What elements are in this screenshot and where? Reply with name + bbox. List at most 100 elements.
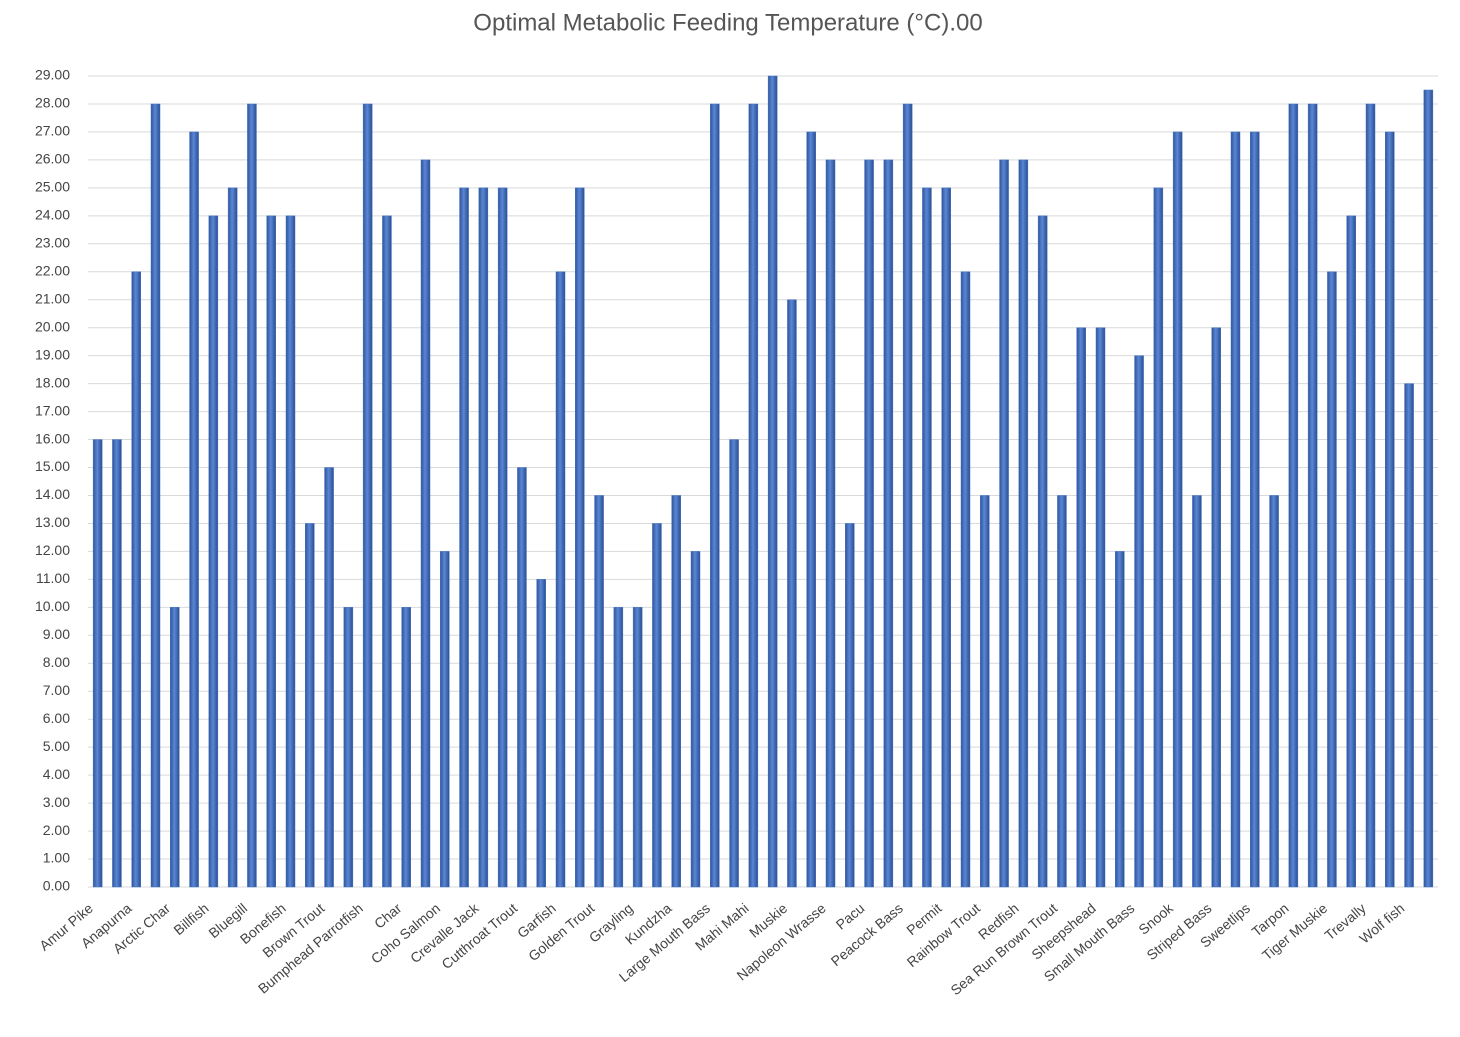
y-tick-label: 12.00 [35, 542, 70, 558]
bar [1192, 495, 1202, 888]
bar [459, 187, 469, 888]
bar [671, 495, 681, 888]
y-tick-label: 16.00 [35, 430, 70, 446]
bar [729, 439, 739, 888]
bar [440, 551, 450, 888]
bar [1057, 495, 1067, 888]
bar [748, 103, 759, 888]
y-tick-label: 28.00 [35, 95, 70, 111]
bar [382, 215, 392, 888]
bar [1404, 383, 1414, 888]
bar [1307, 103, 1318, 888]
bar [1250, 131, 1260, 888]
bar [266, 215, 276, 888]
bar [825, 159, 836, 888]
bar [1423, 89, 1434, 888]
bar [864, 159, 874, 888]
bar [594, 495, 604, 888]
bar [575, 187, 585, 888]
bar [305, 523, 315, 888]
bar [1153, 187, 1164, 888]
y-tick-label: 10.00 [35, 598, 70, 614]
y-tick-label: 19.00 [35, 346, 70, 362]
bar [613, 607, 624, 888]
y-tick-label: 6.00 [43, 710, 70, 726]
bar [150, 103, 161, 888]
y-tick-label: 8.00 [43, 654, 70, 670]
bar [980, 495, 990, 888]
bar [131, 271, 141, 888]
bar [536, 579, 546, 888]
bar [1230, 131, 1241, 888]
y-tick-label: 23.00 [35, 234, 70, 250]
y-tick-label: 29.00 [35, 67, 70, 83]
bar [690, 551, 701, 888]
x-tick-label: Billfish [170, 900, 211, 938]
bar [208, 215, 219, 888]
bar [1095, 327, 1106, 888]
bar [632, 607, 643, 888]
bar [902, 103, 913, 888]
bar [189, 131, 199, 888]
bar [1134, 355, 1144, 888]
bar [999, 159, 1009, 888]
bar [1115, 551, 1125, 888]
y-tick-label: 25.00 [35, 179, 70, 195]
y-tick-label: 21.00 [35, 290, 70, 306]
bar [343, 607, 354, 888]
bar [767, 75, 778, 888]
bar [960, 271, 971, 888]
bar [1172, 131, 1183, 888]
y-tick-label: 13.00 [35, 514, 70, 530]
bar [787, 299, 797, 888]
bar [362, 103, 373, 888]
y-tick-label: 3.00 [43, 794, 70, 810]
bar [517, 467, 527, 888]
chart-title: Optimal Metabolic Feeding Temperature (°… [473, 9, 982, 36]
y-tick-label: 0.00 [43, 878, 70, 894]
y-tick-label: 9.00 [43, 626, 70, 642]
y-tick-label: 18.00 [35, 374, 70, 390]
y-tick-label: 15.00 [35, 458, 70, 474]
bar [112, 439, 122, 888]
bar [1037, 215, 1048, 888]
bar [401, 607, 411, 888]
y-tick-label: 14.00 [35, 486, 70, 502]
bar [922, 187, 932, 888]
bar [1365, 103, 1376, 888]
y-tick-label: 2.00 [43, 822, 70, 838]
bar [478, 187, 489, 888]
y-tick-label: 24.00 [35, 207, 70, 223]
bar [710, 103, 720, 888]
bar [92, 439, 103, 888]
y-tick-label: 20.00 [35, 318, 70, 334]
bar [1288, 103, 1299, 888]
y-tick-label: 26.00 [35, 151, 70, 167]
bar [497, 187, 508, 888]
y-tick-label: 1.00 [43, 850, 70, 866]
bar [845, 523, 855, 888]
bar [1346, 215, 1356, 888]
bar [324, 467, 334, 888]
bar [227, 187, 238, 888]
bar [1269, 495, 1279, 888]
bar [247, 103, 257, 888]
bar [652, 523, 662, 888]
y-tick-label: 27.00 [35, 123, 70, 139]
x-tick-label: Peacock Bass [828, 900, 906, 969]
y-tick-label: 22.00 [35, 262, 70, 278]
bar [1076, 327, 1086, 888]
bar [941, 187, 951, 888]
y-tick-label: 11.00 [36, 570, 70, 586]
bar [1327, 271, 1337, 888]
bar [883, 159, 894, 888]
y-tick-label: 7.00 [43, 682, 70, 698]
bar [806, 131, 816, 888]
bar [1385, 131, 1395, 888]
y-tick-label: 17.00 [35, 402, 70, 418]
bar [1211, 327, 1221, 888]
bar [420, 159, 431, 888]
bar [170, 607, 180, 888]
bar [285, 215, 296, 888]
